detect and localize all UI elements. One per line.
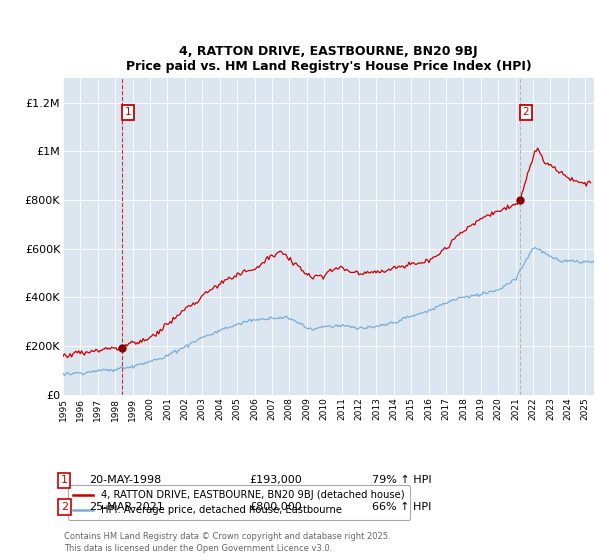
Text: 2: 2 xyxy=(61,502,68,512)
Legend: 4, RATTON DRIVE, EASTBOURNE, BN20 9BJ (detached house), HPI: Average price, deta: 4, RATTON DRIVE, EASTBOURNE, BN20 9BJ (d… xyxy=(68,485,410,520)
Text: 20-MAY-1998: 20-MAY-1998 xyxy=(89,475,161,486)
Text: Contains HM Land Registry data © Crown copyright and database right 2025.
This d: Contains HM Land Registry data © Crown c… xyxy=(64,532,391,553)
Text: 66% ↑ HPI: 66% ↑ HPI xyxy=(372,502,431,512)
Text: 79% ↑ HPI: 79% ↑ HPI xyxy=(372,475,431,486)
Title: 4, RATTON DRIVE, EASTBOURNE, BN20 9BJ
Price paid vs. HM Land Registry's House Pr: 4, RATTON DRIVE, EASTBOURNE, BN20 9BJ Pr… xyxy=(125,45,532,73)
Text: £800,000: £800,000 xyxy=(249,502,302,512)
Text: 1: 1 xyxy=(124,108,131,118)
Text: 2: 2 xyxy=(522,108,529,118)
Text: £193,000: £193,000 xyxy=(249,475,302,486)
Text: 1: 1 xyxy=(61,475,68,486)
Text: 25-MAR-2021: 25-MAR-2021 xyxy=(89,502,164,512)
